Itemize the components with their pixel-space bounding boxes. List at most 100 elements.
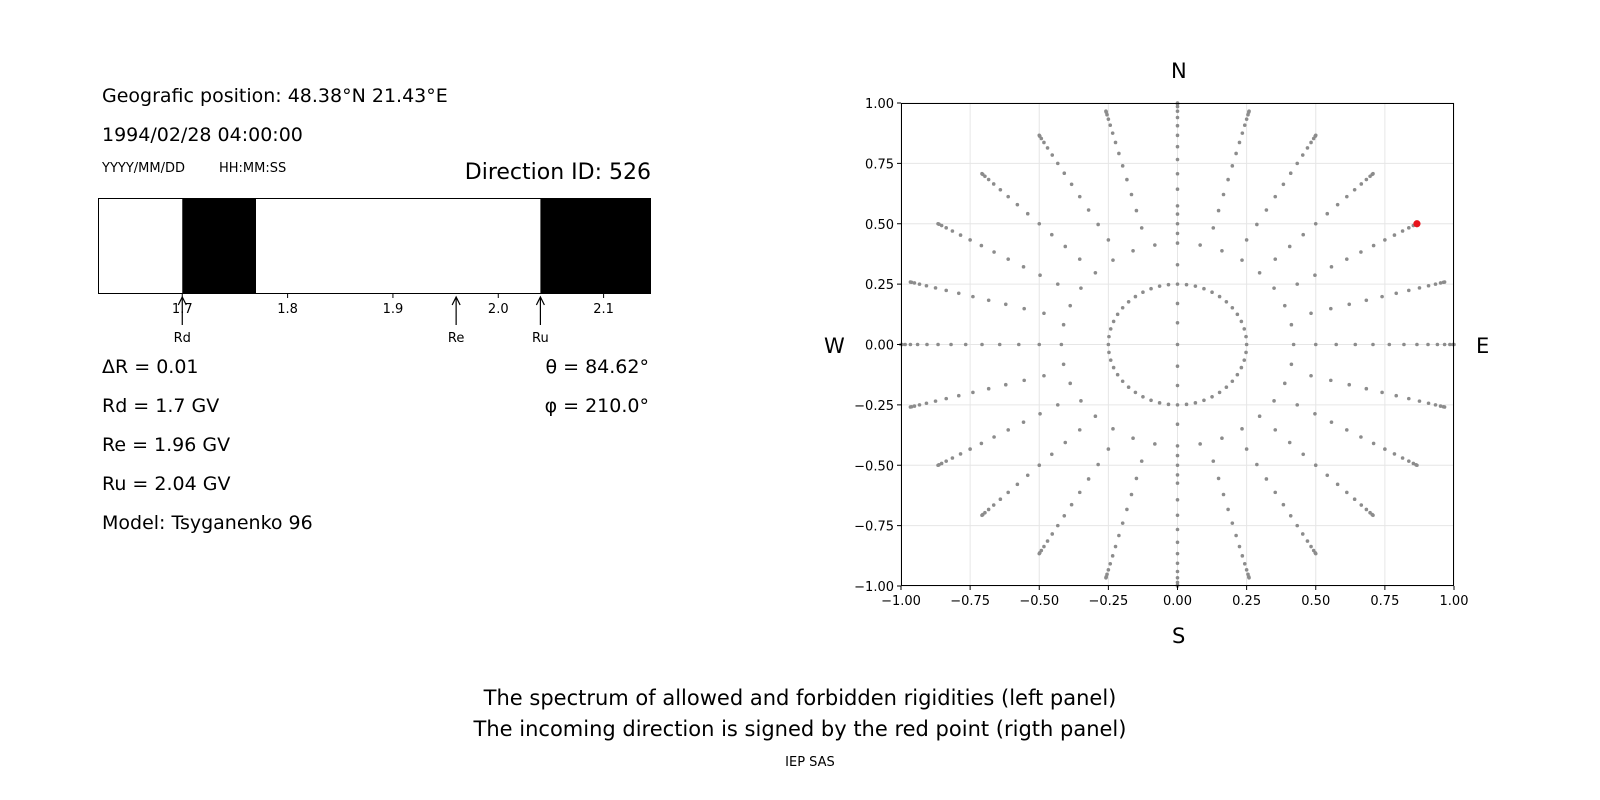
direction-point: [936, 342, 940, 347]
direction-point: [1202, 398, 1206, 403]
direction-point: [1126, 300, 1131, 304]
direction-point: [1242, 561, 1247, 566]
direction-point: [1068, 381, 1073, 386]
direction-point: [1230, 164, 1235, 168]
direction-point: [1175, 171, 1180, 176]
direction-point: [1313, 133, 1318, 138]
direction-point: [1313, 463, 1318, 468]
direction-point: [1257, 270, 1262, 275]
direction-point: [1288, 171, 1293, 176]
direction-point: [1175, 444, 1180, 448]
direction-point: [1242, 358, 1247, 362]
direction-point: [1347, 302, 1352, 307]
direction-point: [1062, 171, 1067, 176]
direction-point: [1438, 281, 1443, 285]
direction-point: [1295, 523, 1300, 528]
direction-point: [1289, 362, 1294, 367]
direction-point: [1120, 164, 1125, 168]
direction-point: [1371, 342, 1375, 347]
direction-point: [1442, 280, 1447, 284]
direction-point: [1394, 291, 1399, 296]
direction-point: [1038, 412, 1042, 416]
polar-frame: [901, 103, 1454, 586]
direction-point: [1153, 442, 1157, 446]
direction-point: [1289, 322, 1294, 327]
direction-point: [1120, 521, 1125, 525]
direction-point: [1042, 373, 1046, 378]
direction-point: [986, 298, 991, 303]
direction-point: [1244, 334, 1248, 339]
direction-point: [1313, 342, 1318, 347]
incoming-direction-point: [1413, 220, 1421, 228]
direction-point: [1050, 153, 1055, 157]
direction-point: [1175, 580, 1180, 585]
theta-value: θ = 84.62°: [545, 356, 649, 378]
direction-point: [1111, 365, 1116, 370]
direction-point: [1086, 477, 1091, 481]
direction-point: [1107, 350, 1111, 355]
direction-point: [1400, 456, 1405, 460]
direction-point: [1400, 229, 1405, 233]
polar-x-tick-label: −0.50: [1019, 594, 1059, 609]
direction-point: [986, 386, 991, 391]
direction-point: [1133, 390, 1138, 395]
direction-point: [1139, 226, 1144, 230]
direction-point: [1175, 497, 1180, 502]
direction-point: [1220, 248, 1224, 253]
direction-point: [1193, 401, 1198, 405]
direction-point: [1364, 507, 1369, 512]
direction-point: [936, 463, 940, 468]
direction-point: [1115, 312, 1120, 317]
direction-point: [1394, 393, 1399, 398]
direction-point: [1149, 286, 1153, 291]
direction-point: [1175, 320, 1180, 325]
polar-y-tick-label: −0.25: [854, 399, 894, 414]
direction-point: [1106, 568, 1111, 572]
direction-point: [1110, 131, 1115, 135]
direction-point: [1111, 319, 1116, 324]
direction-point: [1244, 342, 1249, 347]
direction-point: [1273, 490, 1278, 495]
direction-point: [1055, 282, 1060, 286]
direction-point: [1006, 257, 1011, 261]
direction-point: [1335, 482, 1340, 487]
direction-point: [1003, 382, 1008, 387]
direction-point: [1305, 539, 1310, 543]
direction-point: [1120, 379, 1125, 384]
direction-point: [979, 441, 984, 446]
direction-point: [986, 507, 991, 512]
direction-point: [956, 291, 961, 296]
direction-point: [1305, 146, 1310, 150]
time-format-label: HH:MM:SS: [219, 161, 287, 176]
direction-point: [1126, 385, 1131, 389]
direction-point: [1359, 435, 1363, 439]
direction-point: [1210, 290, 1214, 295]
polar-y-tick-label: 0.25: [865, 278, 894, 293]
caption-line-2: The incoming direction is signed by the …: [473, 717, 1127, 741]
direction-point: [1096, 462, 1100, 467]
geographic-position: Geografic position: 48.38°N 21.43°E: [102, 85, 448, 107]
ru-value: Ru = 2.04 GV: [102, 473, 231, 495]
direction-point: [1104, 575, 1108, 580]
direction-point: [1129, 492, 1134, 497]
direction-point: [1175, 104, 1180, 109]
direction-point: [1045, 146, 1050, 150]
direction-point: [1329, 265, 1334, 269]
direction-point: [1175, 403, 1180, 407]
direction-point: [1380, 294, 1384, 299]
direction-point: [1329, 420, 1334, 424]
direction-point: [1107, 334, 1111, 339]
direction-point: [1077, 490, 1082, 495]
direction-point: [1125, 507, 1129, 512]
direction-point: [1329, 306, 1333, 311]
direction-point: [1371, 513, 1375, 518]
direction-point: [1175, 115, 1180, 120]
compass-west-label: W: [824, 334, 845, 358]
direction-point: [1387, 342, 1392, 347]
direction-point: [1345, 194, 1349, 199]
direction-point: [1021, 265, 1026, 269]
direction-point: [1417, 286, 1422, 290]
direction-point: [1295, 403, 1300, 407]
direction-point: [1184, 282, 1189, 287]
